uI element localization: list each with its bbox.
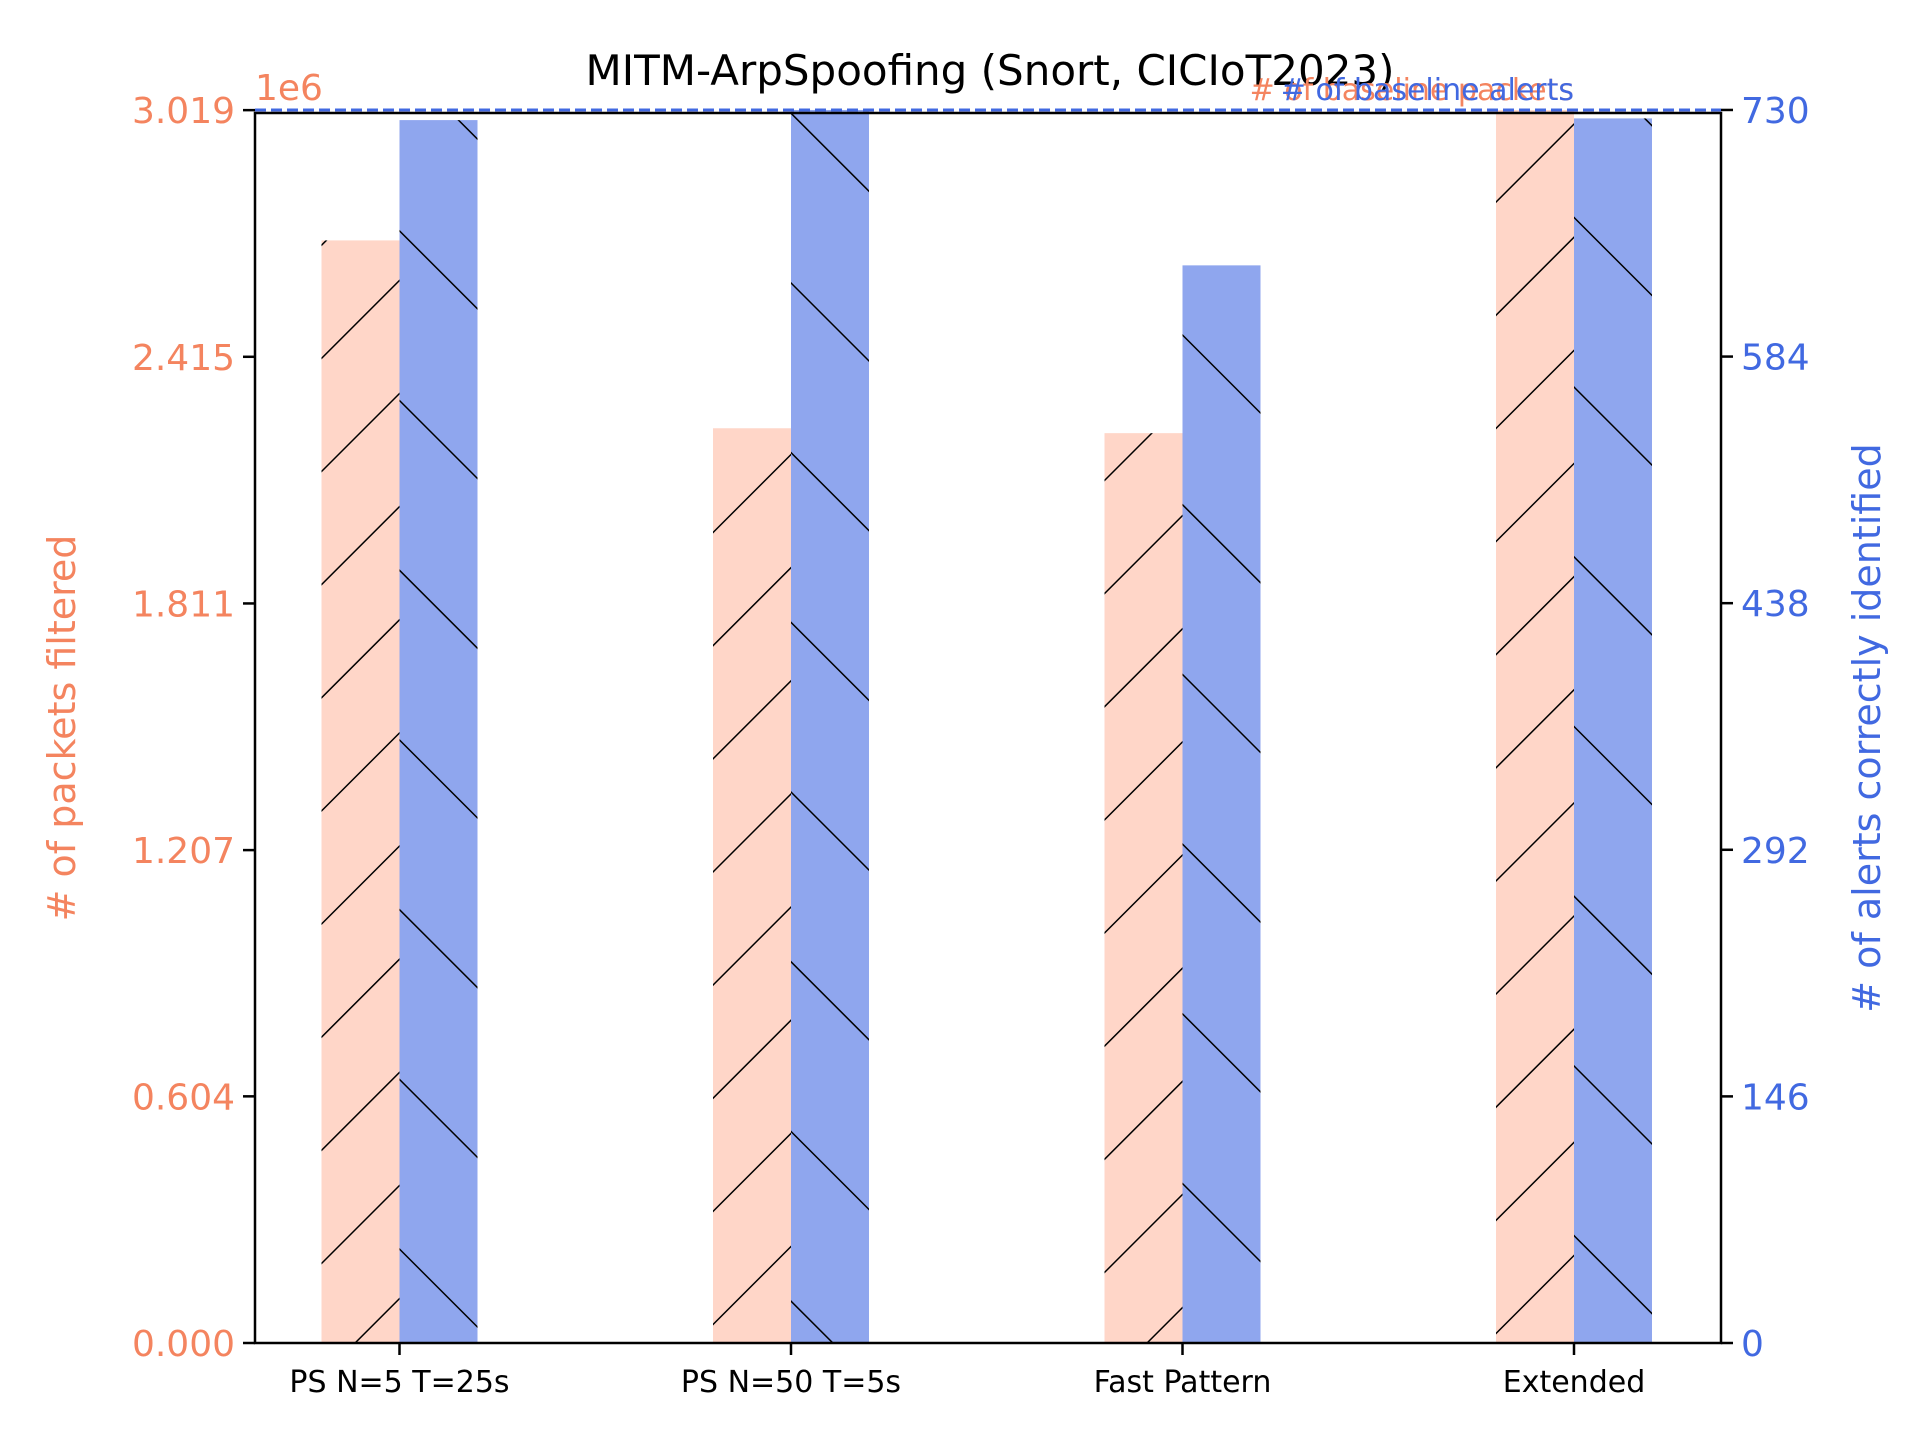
x-tick-label: Extended bbox=[1503, 1365, 1646, 1400]
bar-alerts-0 bbox=[399, 120, 478, 1343]
x-axis-ticks: PS N=5 T=25s PS N=50 T=5s Fast Pattern Exte… bbox=[289, 1343, 1645, 1400]
left-axis-ticks: 0.000 0.604 1.207 1.811 2.415 3.019 bbox=[132, 91, 255, 1365]
right-tick-label: 0 bbox=[1741, 1324, 1764, 1365]
right-axis-label: # of alerts correctly identified bbox=[1845, 443, 1889, 1012]
chart-title: MITM-ArpSpoofing (Snort, CICIoT2023) bbox=[585, 46, 1394, 95]
bar-alerts-3 bbox=[1574, 118, 1652, 1343]
right-tick-label: 438 bbox=[1741, 584, 1810, 625]
bar-alerts-1 bbox=[791, 109, 869, 1344]
left-tick-label: 0.000 bbox=[132, 1324, 235, 1365]
left-axis-multiplier: 1e6 bbox=[255, 68, 323, 109]
left-tick-label: 3.019 bbox=[132, 91, 235, 132]
right-tick-label: 146 bbox=[1741, 1077, 1810, 1118]
right-axis-ticks: 0 146 292 438 584 730 bbox=[1721, 91, 1810, 1365]
reference-label-0: # of baseline packets bbox=[1250, 73, 1574, 108]
right-tick-label: 292 bbox=[1741, 831, 1810, 872]
reference-label-1: # of baseline alerts bbox=[1281, 73, 1574, 108]
bar-packets-0 bbox=[321, 240, 400, 1343]
bar-packets-2 bbox=[1104, 433, 1183, 1343]
left-tick-label: 1.811 bbox=[132, 584, 235, 625]
x-tick-label: PS N=50 T=5s bbox=[681, 1365, 901, 1400]
bars bbox=[321, 109, 1652, 1344]
x-tick-label: PS N=5 T=25s bbox=[289, 1365, 509, 1400]
plot-frame bbox=[253, 111, 1723, 1345]
left-tick-label: 0.604 bbox=[132, 1077, 235, 1118]
bar-packets-3 bbox=[1496, 110, 1574, 1343]
right-tick-label: 584 bbox=[1741, 338, 1810, 379]
x-tick-label: Fast Pattern bbox=[1094, 1365, 1272, 1400]
left-axis-label: # of packets filtered bbox=[40, 535, 84, 922]
bar-packets-1 bbox=[713, 428, 791, 1343]
left-tick-label: 2.415 bbox=[132, 338, 235, 379]
bar-alerts-2 bbox=[1182, 265, 1261, 1344]
reference-lines: # of baseline packets# of baseline alert… bbox=[255, 73, 1721, 112]
left-tick-label: 1.207 bbox=[132, 831, 235, 872]
right-tick-label: 730 bbox=[1741, 91, 1810, 132]
